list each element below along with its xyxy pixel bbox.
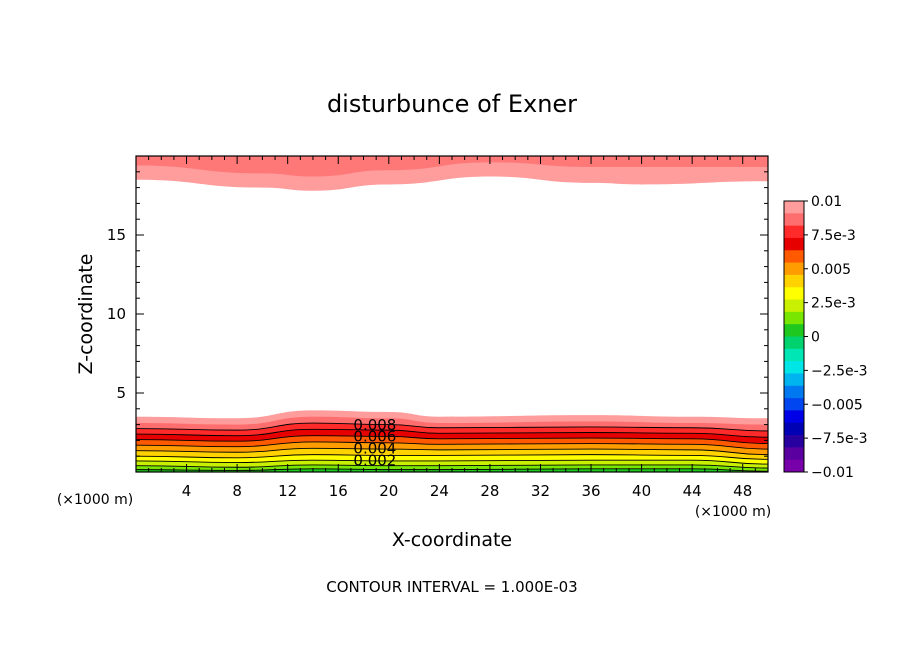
x-tick-label: 8 — [232, 482, 242, 500]
contour-label: 0.006 — [353, 428, 396, 446]
colorbar-swatch — [784, 287, 804, 300]
colorbar-label: 0.005 — [811, 262, 851, 278]
colorbar-swatch — [784, 225, 804, 239]
x-axis-ticks: 4 8 12 16 20 24 28 32 36 40 44 48 — [148, 156, 756, 500]
contour-label: 0.004 — [353, 440, 396, 458]
x-tick-label: 16 — [329, 482, 348, 500]
colorbar: 0.01 7.5e-3 0.005 2.5e-3 0 −2.5e-3 −0.005 −7.5e… — [783, 194, 868, 481]
colorbar-swatch — [784, 435, 804, 448]
x-tick-label: 12 — [278, 482, 297, 500]
x-tick-label: 4 — [182, 482, 192, 500]
y-tick-label: 15 — [107, 226, 126, 244]
colorbar-swatch — [784, 250, 804, 263]
colorbar-swatch — [784, 447, 804, 461]
colorbar-swatch — [784, 336, 804, 350]
colorbar-label: −0.01 — [811, 465, 854, 481]
colorbar-swatch — [784, 311, 804, 325]
contour-line-3 — [135, 428, 769, 438]
colorbar-swatch — [784, 348, 804, 362]
x-tick-label: 48 — [733, 482, 752, 500]
colorbar-label: 0.01 — [811, 194, 842, 210]
x-tick-label: 44 — [683, 482, 702, 500]
y-axis-label: Z-coordinate — [75, 254, 97, 375]
y-tick-label: 5 — [116, 384, 126, 402]
colorbar-swatch — [784, 361, 804, 374]
colorbar-swatch — [784, 274, 804, 288]
colorbar-swatch — [784, 385, 804, 399]
chart-title: disturbunce of Exner — [327, 90, 577, 118]
x-axis-unit: (×1000 m) — [695, 504, 771, 520]
colorbar-swatch — [784, 262, 804, 276]
colorbar-label: −2.5e-3 — [811, 363, 868, 379]
colorbar-label: 7.5e-3 — [811, 228, 856, 244]
x-tick-label: 36 — [581, 482, 600, 500]
x-tick-label: 24 — [430, 482, 449, 500]
contour-line-6 — [135, 447, 769, 456]
x-axis-label: X-coordinate — [392, 529, 512, 551]
colorbar-label: −0.005 — [811, 397, 863, 413]
contour-label: 0.002 — [353, 451, 396, 469]
colorbar-swatch — [784, 410, 804, 424]
colorbar-swatch — [784, 201, 804, 214]
colorbar-swatch — [784, 398, 804, 411]
contour-line-4 — [135, 435, 769, 445]
contour-line-7 — [135, 454, 769, 460]
colorbar-label: 2.5e-3 — [811, 296, 856, 312]
colorbar-swatch — [784, 299, 804, 313]
colorbar-swatch — [784, 373, 804, 387]
y-axis-unit: (×1000 m) — [57, 492, 133, 508]
contour-line-5 — [135, 441, 769, 450]
x-tick-label: 40 — [632, 482, 651, 500]
contour-interval-note: CONTOUR INTERVAL = 1.000E-03 — [326, 578, 577, 596]
x-tick-label: 28 — [480, 482, 499, 500]
y-tick-label: 10 — [107, 305, 126, 323]
top-band-inner — [136, 156, 768, 177]
colorbar-swatch — [784, 237, 804, 251]
plot-fill-layer — [136, 156, 768, 472]
colorbar-swatch — [784, 324, 804, 337]
contour-lines — [135, 422, 769, 472]
x-tick-label: 32 — [531, 482, 550, 500]
colorbar-label: 0 — [811, 330, 820, 346]
colorbar-swatch — [784, 422, 804, 436]
colorbar-swatch — [784, 213, 804, 227]
x-tick-label: 20 — [379, 482, 398, 500]
colorbar-swatch — [784, 459, 804, 473]
contour-line-2 — [135, 422, 769, 432]
contour-line-8 — [135, 459, 769, 465]
y-axis-ticks: 5 10 15 — [107, 171, 768, 457]
colorbar-label: −7.5e-3 — [811, 431, 868, 447]
contour-label: 0.008 — [353, 416, 396, 434]
